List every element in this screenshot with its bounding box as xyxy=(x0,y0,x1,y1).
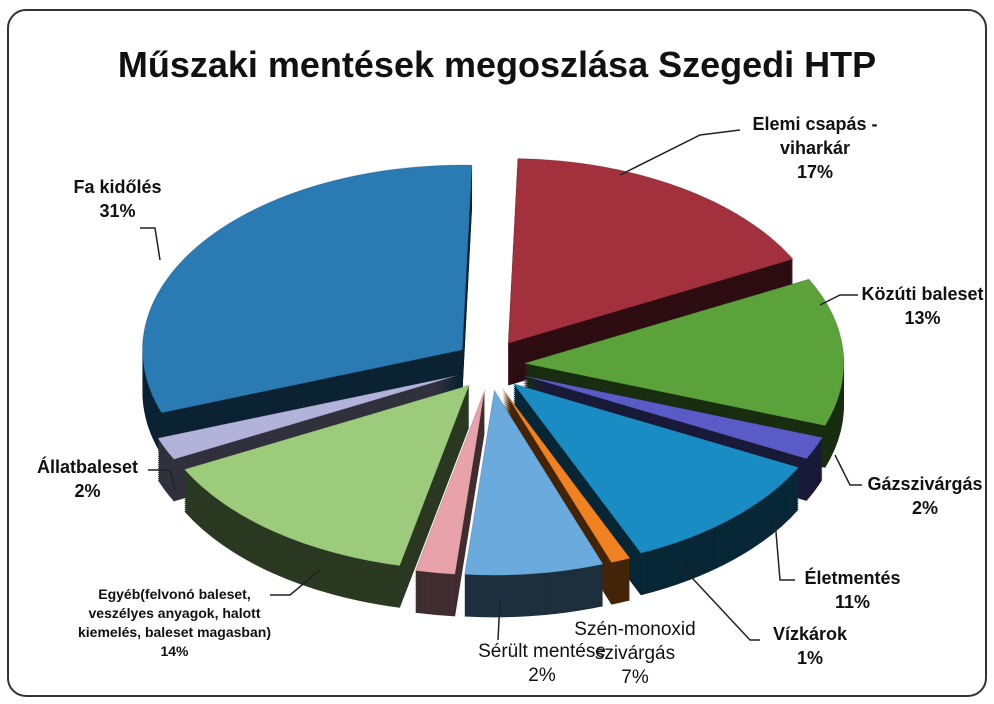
pie xyxy=(142,158,845,618)
slice-label: Szén-monoxid szivárgás 7% xyxy=(560,618,710,690)
slice-label: Vízkárok 1% xyxy=(755,622,865,670)
label-value: 13% xyxy=(904,308,941,328)
leader-lines xyxy=(140,129,862,641)
label-name: Életmentés xyxy=(804,568,901,588)
label-name: Egyéb(felvonó baleset, veszélyes anyagok… xyxy=(78,586,271,640)
chart-title: Műszaki mentések megoszlása Szegedi HTP xyxy=(117,44,877,85)
label-name: Sérült mentése xyxy=(478,641,606,662)
slice-label: Egyéb(felvonó baleset, veszélyes anyagok… xyxy=(72,585,277,661)
label-value: 2% xyxy=(74,481,101,501)
label-name: Közúti baleset xyxy=(861,284,984,304)
leader-line xyxy=(619,129,741,176)
slice xyxy=(512,382,800,554)
leader-line xyxy=(774,519,795,581)
slice-label: Fa kidőlés 31% xyxy=(55,175,180,223)
label-value: 7% xyxy=(621,667,649,688)
label-value: 31% xyxy=(99,201,136,221)
slice-label: Állatbaleset 2% xyxy=(20,455,155,503)
slice-label: Életmentés 11% xyxy=(785,566,920,614)
label-name: Fa kidőlés xyxy=(73,177,162,197)
label-value: 2% xyxy=(911,498,938,518)
leader-line xyxy=(270,569,321,596)
label-value: 11% xyxy=(834,592,871,612)
slice xyxy=(464,388,604,576)
label-name: Szén-monoxid szivárgás xyxy=(574,619,696,664)
label-name: Állatbaleset xyxy=(36,457,139,477)
slice xyxy=(523,278,845,427)
label-value: 1% xyxy=(796,648,823,668)
label-name: Elemi csapás - viharkár xyxy=(752,114,878,158)
slice xyxy=(183,384,471,567)
label-value: 2% xyxy=(528,665,556,686)
slice-label: Elemi csapás - viharkár 17% xyxy=(730,112,900,184)
leader-line xyxy=(819,294,858,306)
leader-line xyxy=(140,227,161,261)
slice xyxy=(502,388,631,564)
leader-line xyxy=(834,454,862,486)
slice xyxy=(142,164,473,414)
slice xyxy=(521,374,824,460)
label-name: Vízkárok xyxy=(772,624,848,644)
slice xyxy=(157,374,459,460)
slice xyxy=(507,158,794,345)
leader-line xyxy=(679,564,760,641)
slice-label: Közúti baleset 13% xyxy=(855,282,990,330)
leader-line xyxy=(497,599,501,641)
slice xyxy=(414,390,486,575)
leader-line xyxy=(148,469,176,491)
slice-label: Gázszivárgás 2% xyxy=(860,472,990,520)
slice-label: Sérült mentése 2% xyxy=(462,640,622,688)
label-value: 14% xyxy=(160,643,189,659)
label-name: Gázszivárgás xyxy=(867,474,983,494)
label-value: 17% xyxy=(796,162,834,182)
